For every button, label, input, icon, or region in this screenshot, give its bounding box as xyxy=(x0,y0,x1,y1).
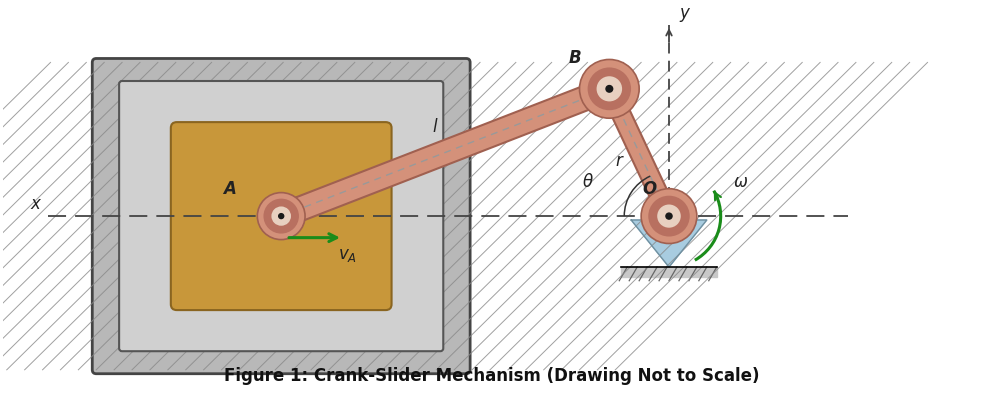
Circle shape xyxy=(265,200,298,233)
Text: $\omega$: $\omega$ xyxy=(733,173,748,191)
Circle shape xyxy=(273,207,290,225)
Circle shape xyxy=(278,214,283,218)
Circle shape xyxy=(580,60,640,118)
Text: $v_A$: $v_A$ xyxy=(338,246,357,264)
Circle shape xyxy=(642,189,697,244)
Polygon shape xyxy=(621,267,716,277)
Circle shape xyxy=(666,213,672,219)
Polygon shape xyxy=(631,220,707,267)
Text: Figure 1: Crank-Slider Mechanism (Drawing Not to Scale): Figure 1: Crank-Slider Mechanism (Drawin… xyxy=(224,368,760,386)
FancyBboxPatch shape xyxy=(92,58,470,374)
Circle shape xyxy=(658,205,680,227)
FancyBboxPatch shape xyxy=(119,81,443,351)
Text: B: B xyxy=(568,48,581,66)
Circle shape xyxy=(588,68,630,109)
Circle shape xyxy=(258,193,305,240)
Text: x: x xyxy=(31,195,40,213)
Text: $\theta$: $\theta$ xyxy=(583,173,594,191)
Circle shape xyxy=(649,196,689,236)
Text: O: O xyxy=(642,180,656,198)
Text: r: r xyxy=(616,152,623,170)
FancyBboxPatch shape xyxy=(171,122,392,310)
Text: l: l xyxy=(433,118,437,136)
Circle shape xyxy=(597,77,621,100)
Text: y: y xyxy=(679,4,689,22)
Text: A: A xyxy=(223,180,236,198)
Circle shape xyxy=(606,86,613,92)
